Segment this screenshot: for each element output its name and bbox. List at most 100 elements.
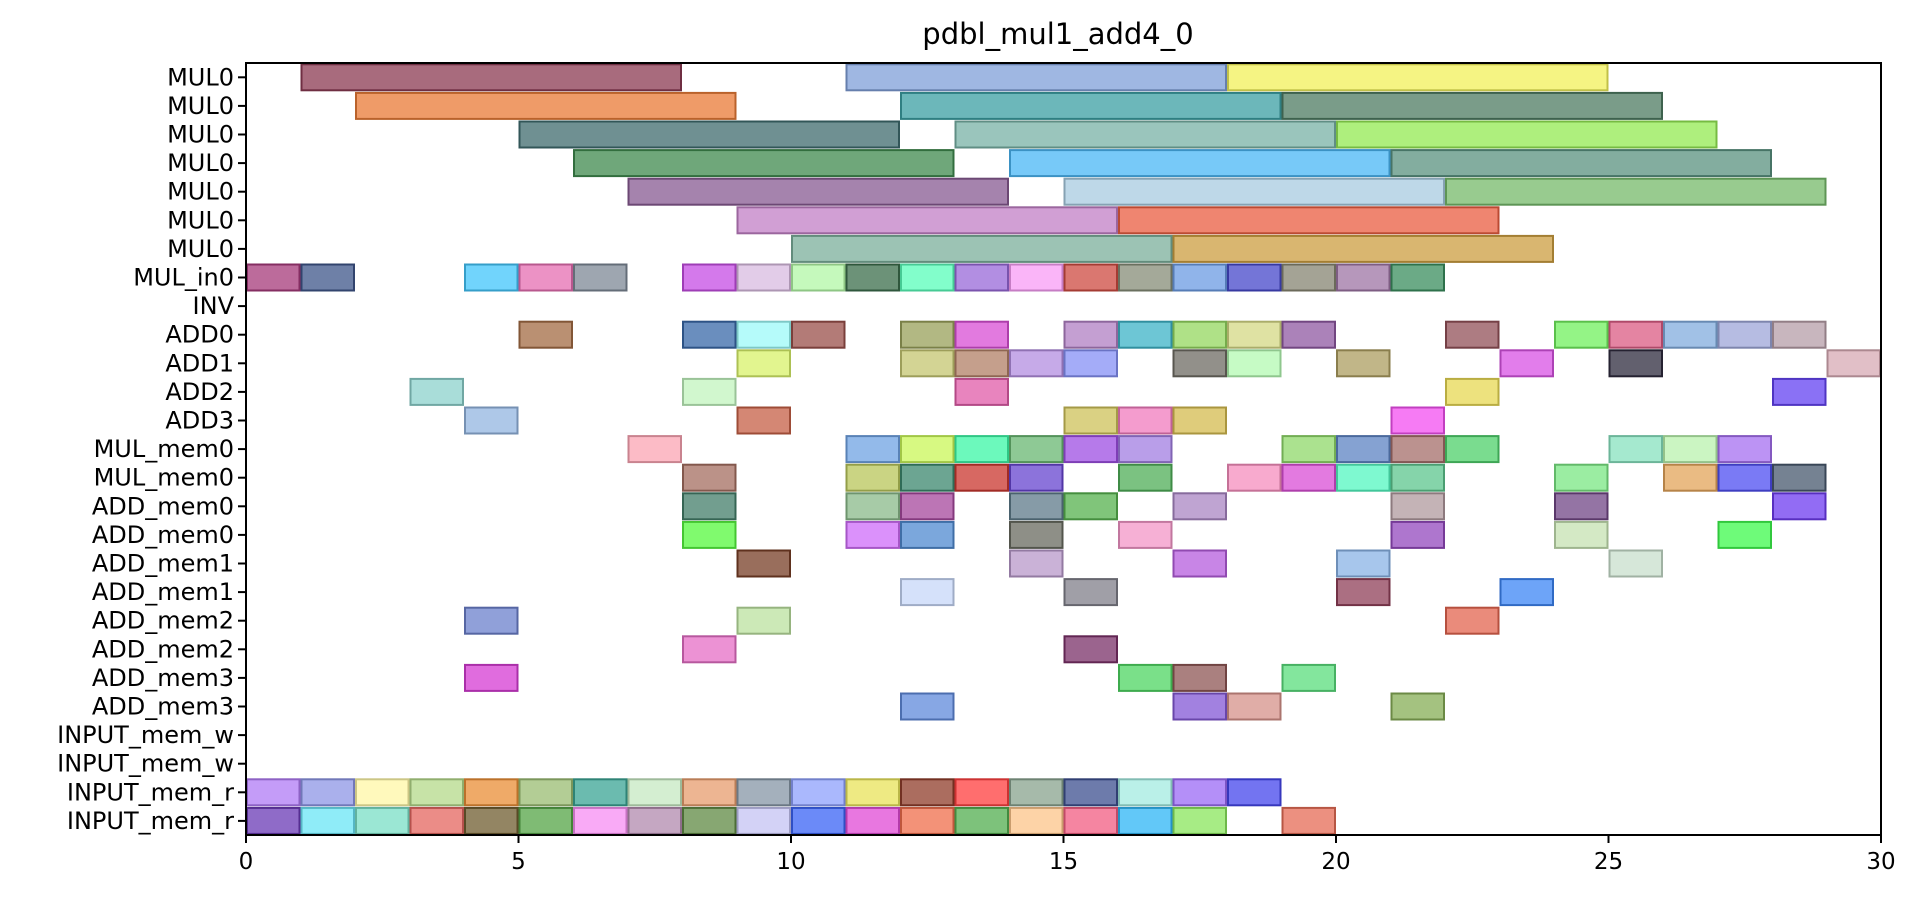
y-tick-label: MUL0 [167,178,234,206]
y-tick-label: MUL_in0 [133,264,234,292]
task-bar-9-5 [954,320,1009,349]
task-bar-7-16 [1281,263,1336,292]
task-bar-7-12 [1063,263,1118,292]
y-tick-label: INPUT_mem_w [57,721,234,749]
task-bar-19-1 [736,606,791,635]
task-bar-21-3 [1281,663,1336,692]
task-bar-1-2 [1281,91,1663,120]
task-bar-10-2 [954,349,1009,378]
task-bar-22-1 [1172,692,1227,721]
task-bar-16-5 [1390,520,1445,549]
task-bar-25-17 [1172,778,1227,807]
task-bar-6-0 [791,234,1173,263]
task-bar-25-9 [736,778,791,807]
task-bar-9-7 [1118,320,1173,349]
task-bar-7-10 [954,263,1009,292]
task-bar-22-0 [900,692,955,721]
task-bar-14-2 [900,463,955,492]
task-bar-7-9 [900,263,955,292]
task-bar-3-0 [573,149,955,178]
task-bar-9-15 [1717,320,1772,349]
task-bar-14-10 [1554,463,1609,492]
x-tick-label: 20 [1321,849,1350,875]
task-bar-18-2 [1336,578,1391,607]
task-bar-9-8 [1172,320,1227,349]
task-bar-11-4 [1772,377,1827,406]
task-bar-25-15 [1063,778,1118,807]
y-tick-label: MUL_mem0 [94,464,234,492]
task-bar-26-12 [900,806,955,835]
task-bar-7-5 [682,263,737,292]
y-tick-label: MUL0 [167,149,234,177]
task-bar-15-6 [1390,492,1445,521]
task-bar-25-16 [1118,778,1173,807]
task-bar-9-3 [791,320,846,349]
task-bar-10-6 [1227,349,1282,378]
y-tick-label: ADD_mem1 [92,550,234,578]
task-bar-7-15 [1227,263,1282,292]
task-bar-26-9 [736,806,791,835]
task-bar-26-3 [409,806,464,835]
task-bar-20-1 [1063,635,1118,664]
task-bar-7-4 [573,263,628,292]
x-axis: 0 5 10 15 20 25 30 [239,835,1896,875]
y-tick-label: INPUT_mem_r [67,778,234,806]
task-bar-20-0 [682,635,737,664]
task-bar-25-3 [409,778,464,807]
x-tick-label: 0 [239,849,254,875]
task-bar-26-17 [1172,806,1227,835]
task-bar-13-2 [900,435,955,464]
y-tick-label: ADD_mem0 [92,492,234,520]
task-bar-10-4 [1063,349,1118,378]
task-bar-9-2 [736,320,791,349]
task-bar-9-16 [1772,320,1827,349]
task-bar-10-9 [1608,349,1663,378]
task-bar-13-6 [1118,435,1173,464]
task-bar-18-1 [1063,578,1118,607]
task-bar-12-1 [736,406,791,435]
y-tick-label: INPUT_mem_r [67,807,234,835]
task-bar-14-8 [1336,463,1391,492]
task-bar-21-1 [1118,663,1173,692]
task-bar-25-11 [845,778,900,807]
y-tick-label: MUL_mem0 [94,435,234,463]
task-bar-26-1 [300,806,355,835]
task-bar-2-2 [1336,120,1718,149]
task-bar-13-5 [1063,435,1118,464]
task-bar-25-0 [246,778,301,807]
task-bar-13-10 [1445,435,1500,464]
task-bar-13-4 [1009,435,1064,464]
task-bar-15-7 [1554,492,1609,521]
task-bar-26-13 [954,806,1009,835]
task-bar-14-0 [682,463,737,492]
task-bar-16-3 [1009,520,1064,549]
x-tick-label: 30 [1866,849,1895,875]
task-bar-9-13 [1608,320,1663,349]
task-bar-7-7 [791,263,846,292]
task-bar-14-6 [1227,463,1282,492]
task-bar-4-2 [1445,177,1827,206]
task-bar-19-0 [464,606,519,635]
y-tick-label: ADD_mem3 [92,693,234,721]
task-bar-6-1 [1172,234,1554,263]
task-bar-26-4 [464,806,519,835]
task-bar-25-10 [791,778,846,807]
y-tick-label: ADD_mem2 [92,607,234,635]
task-bar-15-4 [1063,492,1118,521]
task-bar-9-12 [1554,320,1609,349]
task-bar-26-8 [682,806,737,835]
task-bar-15-2 [900,492,955,521]
task-bar-26-18 [1281,806,1336,835]
task-bar-14-3 [954,463,1009,492]
task-bar-7-14 [1172,263,1227,292]
task-bar-12-0 [464,406,519,435]
task-bar-9-10 [1281,320,1336,349]
task-bar-7-18 [1390,263,1445,292]
task-bar-10-10 [1826,349,1881,378]
task-bar-25-8 [682,778,737,807]
y-tick-label: MUL0 [167,235,234,263]
task-bar-25-4 [464,778,519,807]
task-bar-15-5 [1172,492,1227,521]
task-bar-12-3 [1118,406,1173,435]
